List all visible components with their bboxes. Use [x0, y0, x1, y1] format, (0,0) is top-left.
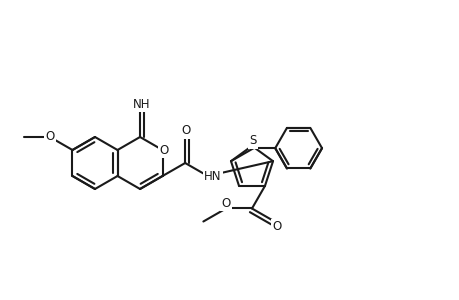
Text: O: O: [181, 124, 190, 137]
Text: NH: NH: [133, 98, 151, 110]
Text: O: O: [158, 143, 168, 157]
Text: O: O: [271, 220, 280, 233]
Text: HN: HN: [204, 170, 221, 184]
Text: S: S: [249, 134, 256, 147]
Text: O: O: [45, 130, 54, 143]
Text: O: O: [221, 197, 230, 210]
